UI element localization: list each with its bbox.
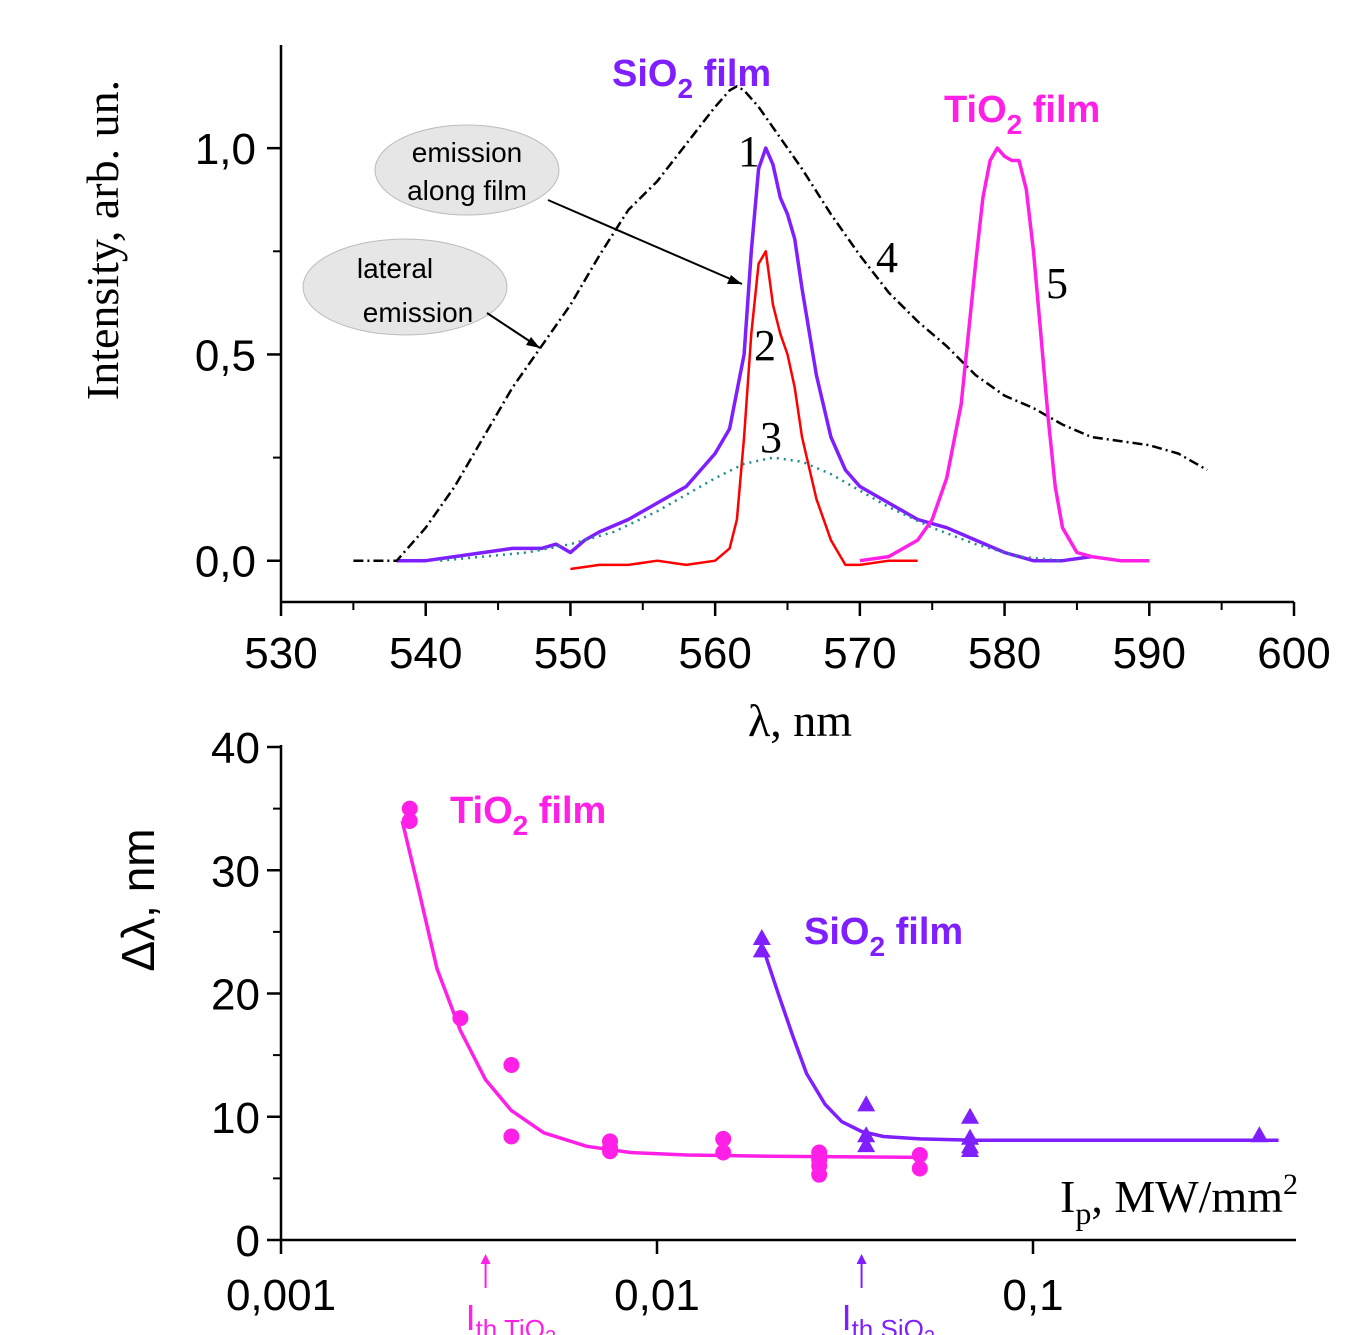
data-point-TiO2 xyxy=(452,1010,469,1027)
linewidth-y-tick-label: 30 xyxy=(211,847,260,896)
data-point-TiO2 xyxy=(503,1128,520,1145)
curve-number-4: 4 xyxy=(876,233,898,282)
spectra-x-tick-label: 570 xyxy=(823,629,896,678)
spectra-x-axis-label: λ, nm xyxy=(748,695,852,746)
emission-along-film-arrow xyxy=(547,199,743,285)
data-point-TiO2 xyxy=(602,1143,619,1160)
lateral-emission-bubble xyxy=(302,238,508,336)
data-point-SiO2 xyxy=(1250,1126,1269,1143)
curve-number-5: 5 xyxy=(1046,259,1068,308)
fit-curve-SiO2 xyxy=(760,943,1279,1142)
data-point-SiO2 xyxy=(961,1107,980,1124)
emission-along-film-bubble xyxy=(374,124,560,216)
data-point-SiO2 xyxy=(752,929,771,946)
curve-number-1: 1 xyxy=(738,127,760,176)
linewidth-y-axis-label: Δλ, nm xyxy=(112,828,164,971)
linewidth-x-tick-label: 0,01 xyxy=(614,1271,700,1320)
curve-number-2: 2 xyxy=(754,321,776,370)
emission-along-film-callout: emission along film xyxy=(374,124,743,285)
spectrum-curve-3 xyxy=(440,456,1063,562)
linewidth-axes: 0,001 0,01 0,1 0 10 20 30 40 xyxy=(211,724,1296,1320)
spectra-y-tick-label: 0,0 xyxy=(195,538,256,587)
threshold-arrowhead-1 xyxy=(856,1254,867,1264)
spectra-sio2-film-label: SiO2 film xyxy=(612,53,771,104)
data-point-SiO2 xyxy=(752,941,771,958)
data-point-SiO2 xyxy=(857,1095,876,1112)
data-point-TiO2 xyxy=(911,1160,928,1177)
threshold-markers: Ith TiO2 Ith SiO2 xyxy=(466,1254,935,1335)
emission-along-film-text-line1: emission xyxy=(412,137,522,168)
linewidth-y-tick-label: 20 xyxy=(211,971,260,1020)
spectra-x-tick-label: 590 xyxy=(1113,629,1186,678)
spectra-x-tick-label: 600 xyxy=(1257,629,1330,678)
spectra-tio2-film-label: TiO2 film xyxy=(944,89,1100,140)
lateral-emission-text-line1: lateral xyxy=(357,253,433,284)
fit-curve-TiO2 xyxy=(400,820,920,1160)
data-point-TiO2 xyxy=(401,800,418,817)
spectra-x-tick-label: 540 xyxy=(389,629,462,678)
emission-along-film-text-line2: along film xyxy=(407,175,527,206)
linewidth-y-tick-label: 10 xyxy=(211,1094,260,1143)
linewidth-x-tick-label: 0,1 xyxy=(1002,1271,1063,1320)
spectra-y-tick-label: 1,0 xyxy=(195,125,256,174)
spectra-x-tick-label: 580 xyxy=(968,629,1041,678)
lateral-emission-text-line2: emission xyxy=(363,297,473,328)
spectra-x-tick-label: 530 xyxy=(244,629,317,678)
spectrum-curve-5 xyxy=(859,146,1150,563)
data-point-TiO2 xyxy=(811,1166,828,1183)
data-point-TiO2 xyxy=(715,1130,732,1147)
spectra-x-tick-label: 560 xyxy=(678,629,751,678)
linewidth-x-axis-label: Ip, MW/mm2 xyxy=(1060,1168,1298,1231)
spectra-chart: 530 540 550 560 570 580 590 600 0,0 0,5 1,0 Intens… xyxy=(77,45,1331,746)
spectrum-curve-2 xyxy=(570,250,918,571)
data-point-TiO2 xyxy=(911,1146,928,1163)
lateral-emission-callout: lateral emission xyxy=(302,238,541,349)
curve-number-3: 3 xyxy=(760,413,782,462)
data-point-SiO2 xyxy=(961,1141,980,1158)
linewidth-tio2-film-label: TiO2 film xyxy=(450,790,606,841)
data-point-TiO2 xyxy=(715,1144,732,1161)
emission-along-film-arrowhead xyxy=(727,275,742,284)
threshold-label-1: Ith SiO2 xyxy=(842,1297,935,1335)
linewidth-y-tick-label: 0 xyxy=(236,1217,260,1266)
spectra-curves xyxy=(353,85,1208,571)
threshold-label-0: Ith TiO2 xyxy=(466,1297,557,1335)
threshold-arrowhead-0 xyxy=(480,1254,491,1264)
linewidth-y-tick-label: 40 xyxy=(211,724,260,773)
linewidth-x-tick-label: 0,001 xyxy=(226,1271,336,1320)
linewidth-series xyxy=(400,800,1279,1183)
data-point-SiO2 xyxy=(961,1128,980,1145)
linewidth-sio2-film-label: SiO2 film xyxy=(804,911,963,962)
data-point-TiO2 xyxy=(503,1056,520,1073)
data-point-SiO2 xyxy=(857,1136,876,1153)
spectra-x-tick-label: 550 xyxy=(534,629,607,678)
data-point-TiO2 xyxy=(401,812,418,829)
lateral-emission-arrowhead xyxy=(526,337,540,348)
spectra-y-axis-label: Intensity, arb. un. xyxy=(77,80,128,400)
data-point-SiO2 xyxy=(857,1126,876,1143)
spectra-axes: 530 540 550 560 570 580 590 600 0,0 0,5 1,0 xyxy=(195,45,1331,678)
spectrum-curve-4 xyxy=(353,85,1208,562)
spectra-y-tick-label: 0,5 xyxy=(195,331,256,380)
